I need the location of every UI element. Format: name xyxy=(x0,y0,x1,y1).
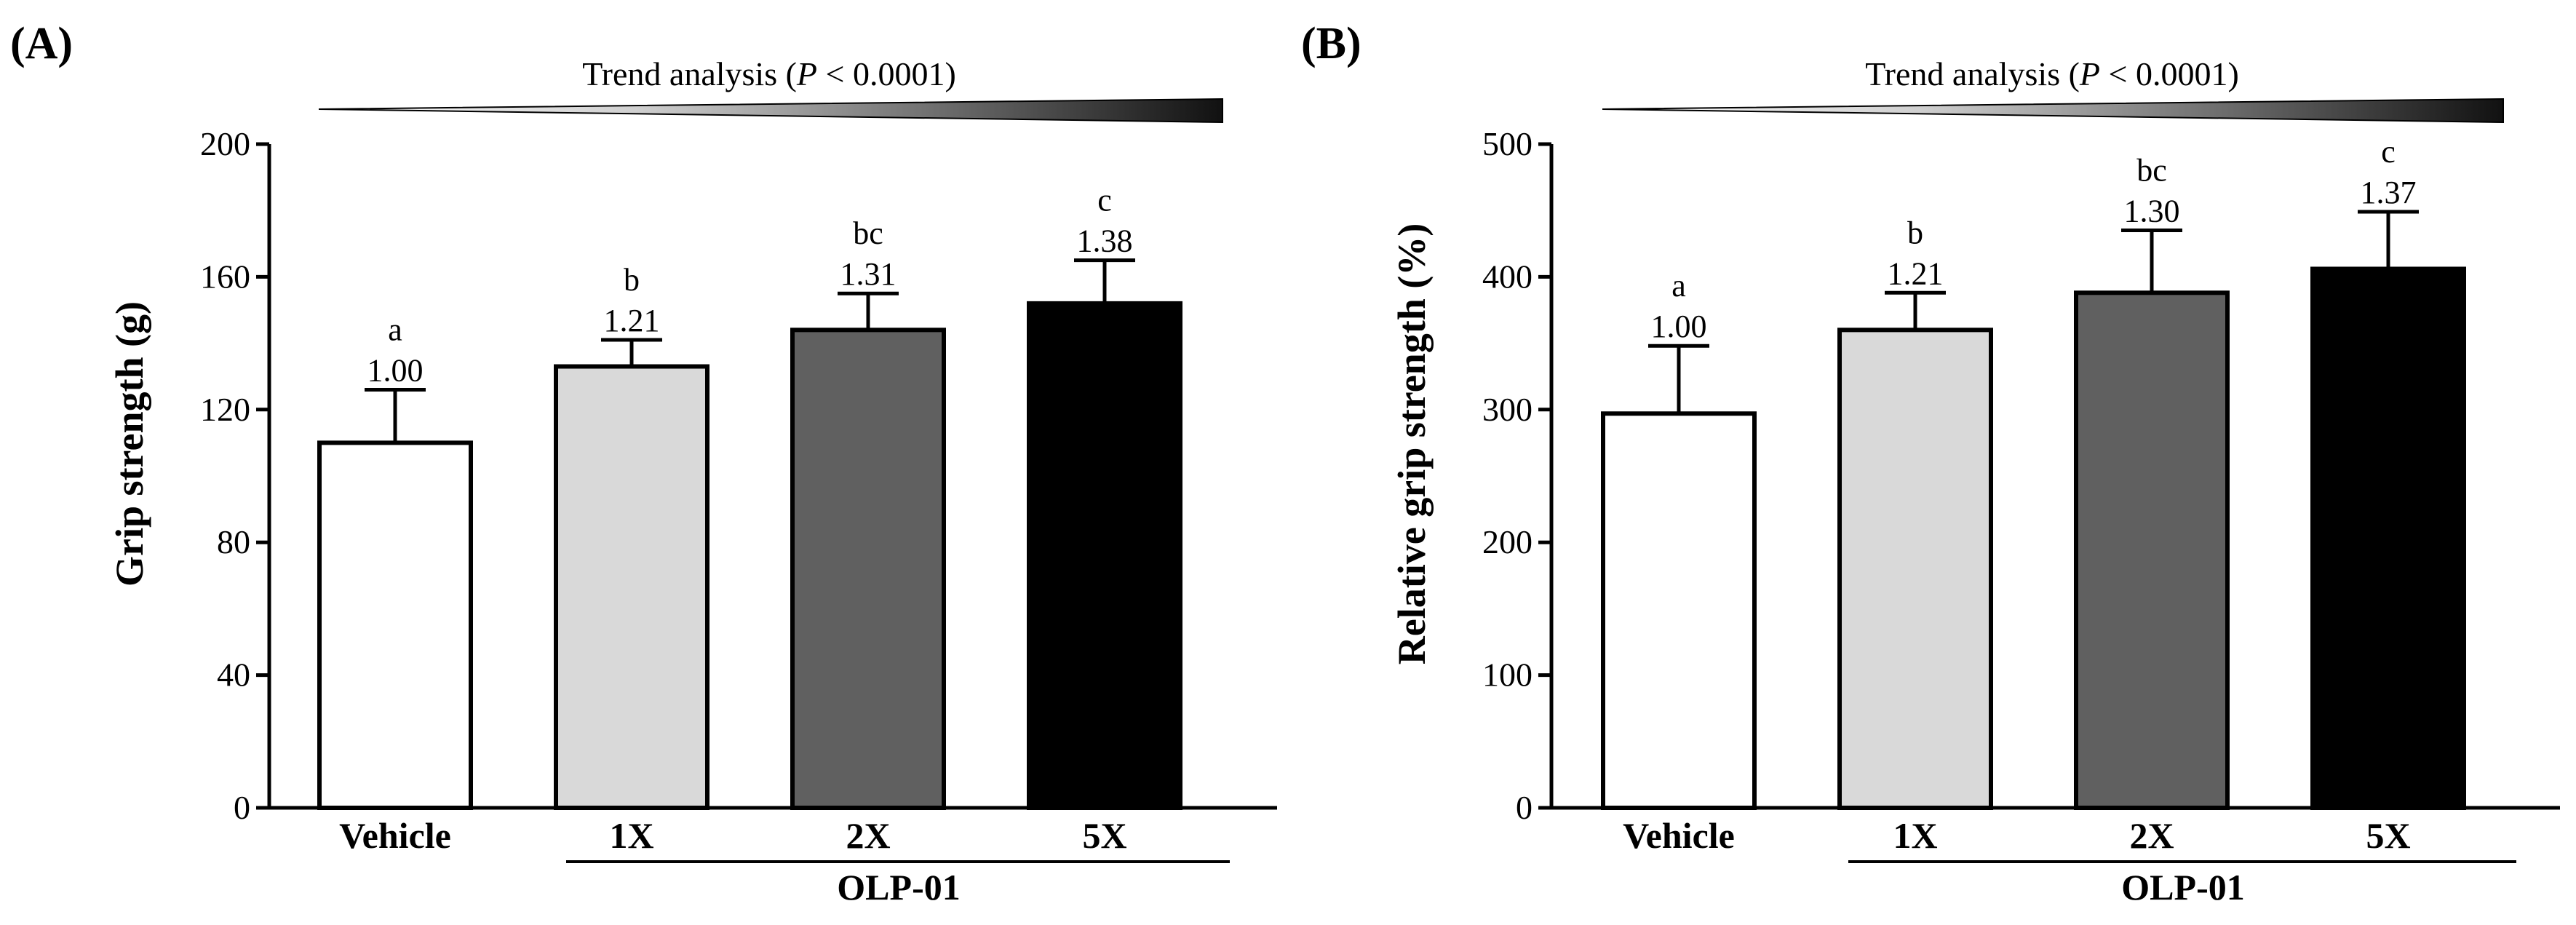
panel-a-group-label: OLP-01 xyxy=(837,867,960,908)
panel-a-bar-vehicle xyxy=(317,440,473,811)
panel-a-y-tick-label: 120 xyxy=(200,391,250,428)
panel-b-fold-change-label: 1.21 xyxy=(1888,255,1944,291)
panel-b-bars: 1.00 a 1.21 b 1.30 bc 1.37 c xyxy=(1601,134,2466,810)
panel-a-category-label: 5X xyxy=(1082,815,1126,856)
panel-a-category-label: 1X xyxy=(609,815,653,856)
panel-b-bar-5x xyxy=(2310,266,2466,810)
panel-b-bar-2x xyxy=(2074,290,2230,810)
panel-b-category-label: 5X xyxy=(2366,815,2410,856)
panel-b-fold-change-label: 1.00 xyxy=(1651,309,1707,344)
panel-a-bar-2x xyxy=(790,327,946,810)
panel-a-bars: 1.00 a 1.21 b 1.31 bc 1.38 c xyxy=(317,183,1182,811)
panel-a-fold-change-label: 1.00 xyxy=(367,352,424,388)
panel-a-trend-label: Trend analysis (P < 0.0001) xyxy=(582,55,956,92)
panel-b-significance-letter: bc xyxy=(2136,153,2167,188)
panel-b-significance-letter: b xyxy=(1907,215,1923,250)
panel-b-label: (B) xyxy=(1301,19,1361,68)
panel-a-trend-wedge xyxy=(318,98,1223,124)
panel-a-fold-change-label: 1.31 xyxy=(840,256,897,292)
panel-b-y-tick-label: 200 xyxy=(1482,523,1533,560)
panel-b-category-label: Vehicle xyxy=(1623,815,1735,856)
panel-b-category-label: 2X xyxy=(2129,815,2174,856)
panel-a-y-tick-label: 40 xyxy=(217,656,250,694)
panel-a: (A) Trend analysis (P < 0.0001) Grip str… xyxy=(10,19,1277,908)
panel-b-y-tick-label: 300 xyxy=(1482,391,1533,428)
panel-b-bar-vehicle xyxy=(1601,411,1757,810)
panel-a-categories: Vehicle 1X 2X 5X xyxy=(339,815,1126,856)
panel-a-significance-letter: a xyxy=(388,311,402,347)
panel-a-category-label: 2X xyxy=(846,815,890,856)
panel-a-label: (A) xyxy=(10,19,73,68)
panel-a-y-tick-label: 200 xyxy=(200,125,250,162)
panel-b-trend-wedge xyxy=(1602,98,2504,124)
panel-b-category-label: 1X xyxy=(1893,815,1937,856)
panel-b-y-tick-label: 100 xyxy=(1482,656,1533,694)
panel-b-categories: Vehicle 1X 2X 5X xyxy=(1623,815,2410,856)
panel-a-y-axis-label: Grip strength (g) xyxy=(108,301,151,587)
panel-a-category-label: Vehicle xyxy=(339,815,451,856)
panel-a-significance-letter: c xyxy=(1097,183,1112,218)
panel-b-y-tick-label: 400 xyxy=(1482,258,1533,295)
panel-a-fold-change-label: 1.38 xyxy=(1077,223,1133,259)
panel-b-group-label: OLP-01 xyxy=(2121,867,2244,908)
panel-a-bar-5x xyxy=(1027,301,1182,810)
panel-b-significance-letter: a xyxy=(1671,268,1686,303)
panel-a-y-tick-label: 160 xyxy=(200,258,250,295)
panel-b-significance-letter: c xyxy=(2381,134,2396,170)
panel-b: (B) Trend analysis (P < 0.0001) Relative… xyxy=(1301,19,2560,908)
panel-b-fold-change-label: 1.30 xyxy=(2124,194,2180,229)
panel-b-trend-label: Trend analysis (P < 0.0001) xyxy=(1865,55,2239,92)
panel-b-bar-1x xyxy=(1837,327,1993,810)
panel-b-fold-change-label: 1.37 xyxy=(2361,175,2417,210)
panel-a-bar-1x xyxy=(554,364,709,810)
panel-b-y-axis-label: Relative grip strength (%) xyxy=(1390,223,1434,664)
panel-a-y-tick-label: 0 xyxy=(234,789,250,826)
panel-a-fold-change-label: 1.21 xyxy=(604,303,660,338)
panel-b-y-tick-label: 500 xyxy=(1482,125,1533,162)
panel-a-significance-letter: bc xyxy=(853,215,883,251)
panel-b-y-tick-label: 0 xyxy=(1516,789,1533,826)
panel-a-significance-letter: b xyxy=(624,262,640,298)
panel-a-y-tick-label: 80 xyxy=(217,523,250,560)
